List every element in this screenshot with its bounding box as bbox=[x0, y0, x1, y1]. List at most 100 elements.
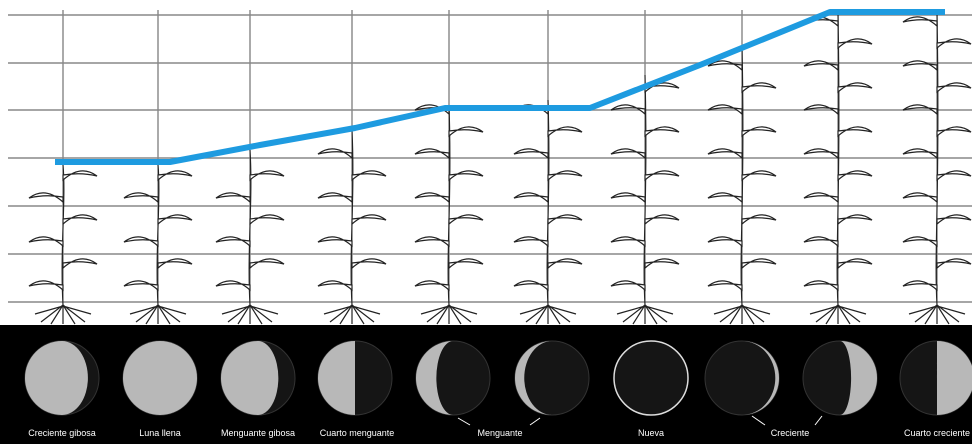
leaf bbox=[62, 258, 98, 270]
leaf bbox=[837, 126, 873, 138]
leaf bbox=[414, 236, 450, 248]
moon-lit bbox=[840, 341, 877, 415]
plant bbox=[317, 129, 387, 325]
leaf bbox=[351, 170, 387, 182]
moon-dark bbox=[613, 340, 689, 416]
plant bbox=[902, 11, 972, 325]
moon-lit bbox=[515, 341, 552, 415]
leaf bbox=[936, 38, 972, 50]
plant bbox=[28, 164, 98, 325]
leaf bbox=[644, 126, 680, 138]
roots bbox=[323, 303, 381, 325]
roots bbox=[713, 303, 771, 325]
leaf bbox=[837, 170, 873, 182]
phase-label: Creciente bbox=[771, 428, 810, 438]
leaf bbox=[547, 214, 583, 226]
leaf bbox=[414, 148, 450, 160]
leaf bbox=[803, 236, 839, 248]
roots bbox=[34, 303, 92, 325]
leaf bbox=[902, 104, 938, 116]
leaf bbox=[215, 280, 251, 292]
moon-lit bbox=[936, 341, 972, 415]
leaf bbox=[803, 192, 839, 204]
pointer-lines bbox=[457, 415, 823, 426]
moon-lit bbox=[25, 341, 88, 415]
phase-label: Cuarto menguante bbox=[320, 428, 395, 438]
leaf bbox=[513, 192, 549, 204]
leaf bbox=[215, 236, 251, 248]
phase-label: Luna llena bbox=[139, 428, 181, 438]
leaf bbox=[610, 104, 646, 116]
leaf bbox=[837, 214, 873, 226]
leaf bbox=[513, 280, 549, 292]
leaf bbox=[28, 236, 64, 248]
leaf bbox=[902, 280, 938, 292]
stem bbox=[935, 11, 939, 306]
leaf bbox=[123, 192, 159, 204]
leaf bbox=[936, 258, 972, 270]
plant bbox=[414, 104, 484, 325]
leaf bbox=[513, 236, 549, 248]
leaf bbox=[28, 192, 64, 204]
leaf bbox=[837, 82, 873, 94]
leaf bbox=[62, 170, 98, 182]
roots bbox=[519, 303, 577, 325]
stem bbox=[836, 11, 840, 306]
leaf bbox=[936, 214, 972, 226]
moons bbox=[24, 340, 972, 416]
leaf bbox=[707, 148, 743, 160]
leaf bbox=[936, 126, 972, 138]
plant bbox=[803, 11, 873, 325]
leaf bbox=[448, 214, 484, 226]
leaf bbox=[610, 280, 646, 292]
roots bbox=[221, 303, 279, 325]
leaf bbox=[62, 214, 98, 226]
plant bbox=[707, 44, 777, 325]
leaf bbox=[547, 170, 583, 182]
leaf bbox=[249, 170, 285, 182]
leaf bbox=[351, 258, 387, 270]
leaf bbox=[936, 82, 972, 94]
leaf bbox=[707, 236, 743, 248]
roots bbox=[129, 303, 187, 325]
leaf bbox=[902, 192, 938, 204]
leaf bbox=[741, 82, 777, 94]
phase-label: Menguante gibosa bbox=[221, 428, 295, 438]
roots bbox=[809, 303, 867, 325]
leaf bbox=[644, 258, 680, 270]
leaf bbox=[123, 280, 159, 292]
leaf bbox=[902, 16, 938, 28]
leaf bbox=[448, 170, 484, 182]
leaf bbox=[741, 214, 777, 226]
leaf bbox=[803, 280, 839, 292]
leaf bbox=[157, 214, 193, 226]
leaf bbox=[123, 236, 159, 248]
leaf bbox=[317, 236, 353, 248]
moon-lit bbox=[318, 341, 356, 415]
leaf bbox=[837, 258, 873, 270]
leaf bbox=[803, 60, 839, 72]
leaf bbox=[157, 170, 193, 182]
leaf bbox=[902, 60, 938, 72]
leaf bbox=[644, 214, 680, 226]
leaf bbox=[803, 104, 839, 116]
leaf bbox=[414, 192, 450, 204]
leaf bbox=[644, 170, 680, 182]
leaf bbox=[249, 258, 285, 270]
leaf bbox=[317, 192, 353, 204]
leaf bbox=[902, 148, 938, 160]
leaf bbox=[610, 148, 646, 160]
leaf bbox=[414, 280, 450, 292]
phase-label: Creciente gibosa bbox=[28, 428, 96, 438]
leaf bbox=[448, 258, 484, 270]
plant bbox=[215, 149, 285, 325]
phase-label: Cuarto creciente bbox=[904, 428, 970, 438]
leaf bbox=[707, 104, 743, 116]
moon-lit bbox=[416, 341, 453, 415]
leaf bbox=[351, 214, 387, 226]
leaf bbox=[28, 280, 64, 292]
leaf bbox=[215, 192, 251, 204]
leaf bbox=[547, 258, 583, 270]
leaf bbox=[249, 214, 285, 226]
